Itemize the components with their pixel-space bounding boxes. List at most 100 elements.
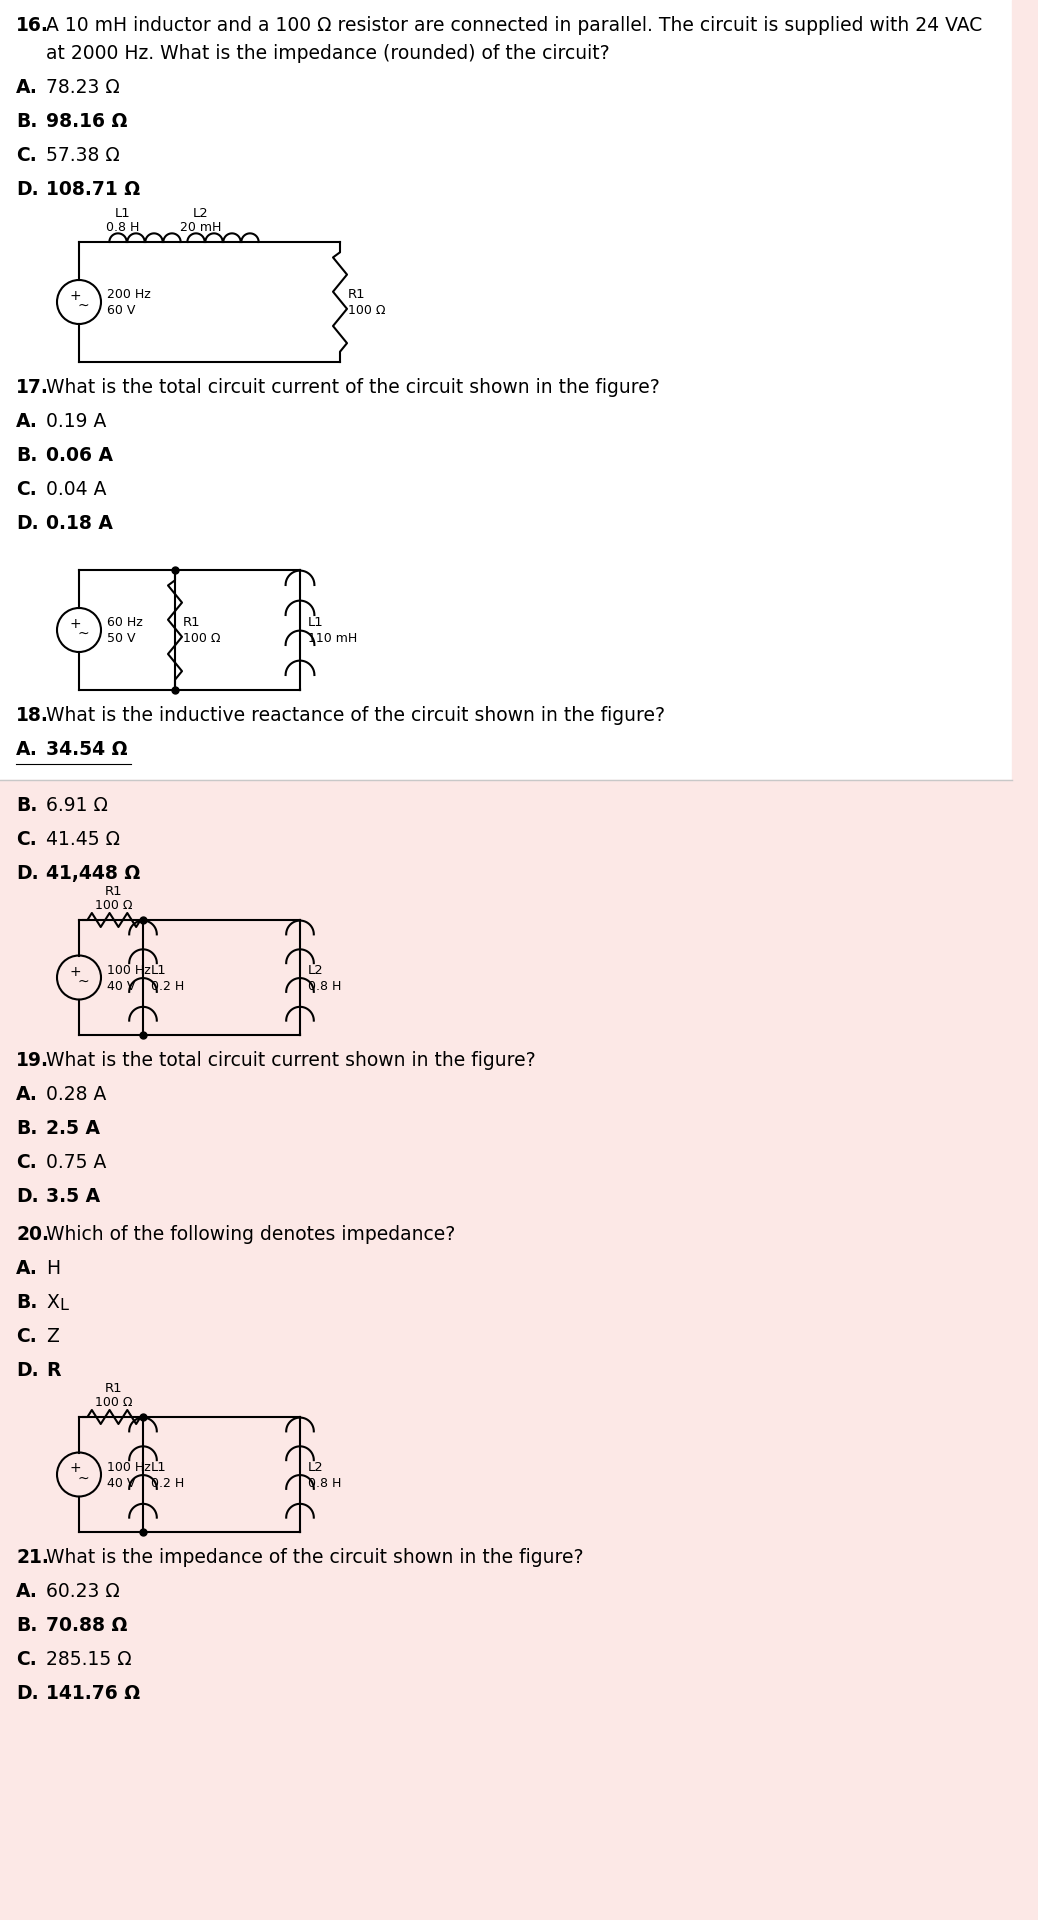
Text: R1: R1 xyxy=(183,616,200,628)
Text: ~: ~ xyxy=(77,1471,89,1486)
Text: L2: L2 xyxy=(193,207,209,221)
Text: 41.45 Ω: 41.45 Ω xyxy=(46,829,120,849)
Text: 17.: 17. xyxy=(16,378,49,397)
Text: Which of the following denotes impedance?: Which of the following denotes impedance… xyxy=(46,1225,456,1244)
Text: Z: Z xyxy=(46,1327,59,1346)
Text: 100 Ω: 100 Ω xyxy=(183,632,220,645)
Text: 108.71 Ω: 108.71 Ω xyxy=(46,180,140,200)
Text: 100 Hz: 100 Hz xyxy=(107,964,151,977)
Text: 285.15 Ω: 285.15 Ω xyxy=(46,1649,132,1668)
Text: L1: L1 xyxy=(115,207,131,221)
Text: C.: C. xyxy=(16,480,36,499)
Text: L2: L2 xyxy=(308,1461,324,1475)
Text: 41,448 Ω: 41,448 Ω xyxy=(46,864,140,883)
Text: What is the impedance of the circuit shown in the figure?: What is the impedance of the circuit sho… xyxy=(46,1548,583,1567)
Text: 100 Ω: 100 Ω xyxy=(95,899,133,912)
Text: 18.: 18. xyxy=(16,707,49,726)
Text: C.: C. xyxy=(16,1649,36,1668)
Text: 200 Hz: 200 Hz xyxy=(107,288,151,301)
Text: 110 mH: 110 mH xyxy=(308,632,357,645)
Text: 0.04 A: 0.04 A xyxy=(46,480,107,499)
Text: 40 V: 40 V xyxy=(107,979,135,993)
Text: C.: C. xyxy=(16,1327,36,1346)
Text: 0.18 A: 0.18 A xyxy=(46,515,113,534)
Text: A.: A. xyxy=(16,413,37,430)
Text: 100 Ω: 100 Ω xyxy=(348,303,385,317)
Text: 100 Hz: 100 Hz xyxy=(107,1461,151,1475)
Bar xyxy=(1012,0,1038,1920)
Text: L: L xyxy=(59,1298,67,1313)
Text: A.: A. xyxy=(16,79,37,98)
Text: L1: L1 xyxy=(151,964,167,977)
Text: L1: L1 xyxy=(151,1461,167,1475)
Text: D.: D. xyxy=(16,864,38,883)
Text: L1: L1 xyxy=(308,616,324,628)
Text: +: + xyxy=(70,1461,81,1475)
Text: 6.91 Ω: 6.91 Ω xyxy=(46,797,108,814)
Text: +: + xyxy=(70,616,81,632)
Text: 20.: 20. xyxy=(16,1225,49,1244)
Text: 0.2 H: 0.2 H xyxy=(151,979,185,993)
Text: 50 V: 50 V xyxy=(107,632,136,645)
Text: 98.16 Ω: 98.16 Ω xyxy=(46,111,128,131)
Text: 0.8 H: 0.8 H xyxy=(308,979,342,993)
Text: at 2000 Hz. What is the impedance (rounded) of the circuit?: at 2000 Hz. What is the impedance (round… xyxy=(46,44,609,63)
Text: 60 Hz: 60 Hz xyxy=(107,616,143,630)
Text: 3.5 A: 3.5 A xyxy=(46,1187,100,1206)
Text: 70.88 Ω: 70.88 Ω xyxy=(46,1617,128,1636)
Text: 141.76 Ω: 141.76 Ω xyxy=(46,1684,140,1703)
Text: 60 V: 60 V xyxy=(107,305,135,317)
Text: 78.23 Ω: 78.23 Ω xyxy=(46,79,119,98)
Text: R1: R1 xyxy=(348,288,365,301)
Text: X: X xyxy=(46,1292,59,1311)
Text: H: H xyxy=(46,1260,60,1279)
Text: B.: B. xyxy=(16,1292,37,1311)
Text: A 10 mH inductor and a 100 Ω resistor are connected in parallel. The circuit is : A 10 mH inductor and a 100 Ω resistor ar… xyxy=(46,15,982,35)
Text: A.: A. xyxy=(16,739,37,758)
Text: ~: ~ xyxy=(77,628,89,641)
Text: D.: D. xyxy=(16,515,38,534)
Text: R: R xyxy=(46,1361,60,1380)
Text: 19.: 19. xyxy=(16,1050,49,1069)
Text: B.: B. xyxy=(16,445,37,465)
Text: 0.28 A: 0.28 A xyxy=(46,1085,106,1104)
Text: 0.19 A: 0.19 A xyxy=(46,413,106,430)
Text: B.: B. xyxy=(16,797,37,814)
Text: B.: B. xyxy=(16,1617,37,1636)
Text: B.: B. xyxy=(16,1119,37,1139)
Text: +: + xyxy=(70,964,81,979)
Text: 100 Ω: 100 Ω xyxy=(95,1396,133,1409)
Text: ~: ~ xyxy=(77,300,89,313)
Text: What is the total circuit current of the circuit shown in the figure?: What is the total circuit current of the… xyxy=(46,378,660,397)
Text: D.: D. xyxy=(16,180,38,200)
Text: A.: A. xyxy=(16,1260,37,1279)
Text: What is the inductive reactance of the circuit shown in the figure?: What is the inductive reactance of the c… xyxy=(46,707,665,726)
Text: D.: D. xyxy=(16,1187,38,1206)
Text: D.: D. xyxy=(16,1361,38,1380)
Text: 34.54 Ω: 34.54 Ω xyxy=(46,739,128,758)
Text: 0.8 H: 0.8 H xyxy=(106,221,140,234)
Text: A.: A. xyxy=(16,1582,37,1601)
Text: C.: C. xyxy=(16,1154,36,1171)
Text: R1: R1 xyxy=(105,885,122,899)
Text: A.: A. xyxy=(16,1085,37,1104)
Text: L2: L2 xyxy=(308,964,324,977)
Text: R1: R1 xyxy=(105,1382,122,1396)
Text: 0.75 A: 0.75 A xyxy=(46,1154,106,1171)
Text: 2.5 A: 2.5 A xyxy=(46,1119,100,1139)
Text: D.: D. xyxy=(16,1684,38,1703)
Bar xyxy=(0,780,1012,1920)
Text: +: + xyxy=(70,290,81,303)
Text: 16.: 16. xyxy=(16,15,49,35)
Text: 21.: 21. xyxy=(16,1548,49,1567)
Text: 0.06 A: 0.06 A xyxy=(46,445,113,465)
Text: B.: B. xyxy=(16,111,37,131)
Text: 0.2 H: 0.2 H xyxy=(151,1476,185,1490)
Text: C.: C. xyxy=(16,829,36,849)
Text: What is the total circuit current shown in the figure?: What is the total circuit current shown … xyxy=(46,1050,536,1069)
Text: 57.38 Ω: 57.38 Ω xyxy=(46,146,119,165)
Text: 40 V: 40 V xyxy=(107,1476,135,1490)
Text: 20 mH: 20 mH xyxy=(181,221,222,234)
Text: C.: C. xyxy=(16,146,36,165)
Text: ~: ~ xyxy=(77,975,89,989)
